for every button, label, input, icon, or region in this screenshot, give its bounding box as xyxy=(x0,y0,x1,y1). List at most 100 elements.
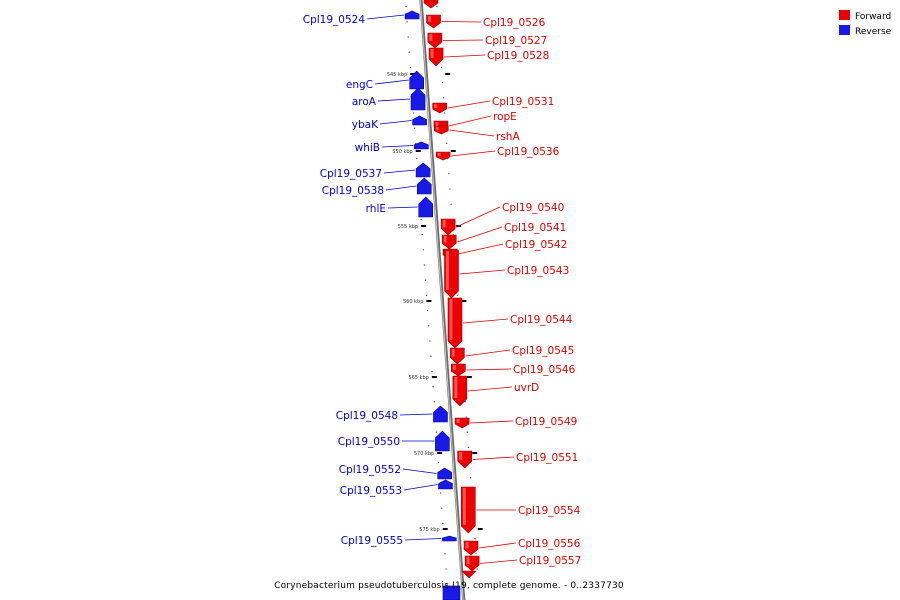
reverse-gene-leader xyxy=(379,120,412,125)
forward-gene-label[interactable]: Cpl19_0543 xyxy=(507,265,569,277)
forward-gene-label[interactable]: Cpl19_0557 xyxy=(519,555,581,567)
reverse-gene-label[interactable]: Cpl19_0538 xyxy=(322,185,384,197)
reverse-gene-label[interactable]: Cpl19_0555 xyxy=(341,535,403,547)
forward-gene-label[interactable]: Cpl19_0544 xyxy=(510,314,573,326)
reverse-gene-arrow[interactable] xyxy=(412,115,427,126)
kbp-tick-label: 555 kbp xyxy=(398,224,418,230)
reverse-gene-leader xyxy=(385,185,417,191)
kbp-tick-mark xyxy=(461,300,467,302)
reverse-gene-leader xyxy=(402,468,437,474)
reverse-gene-label[interactable]: ybaK xyxy=(352,119,379,131)
forward-gene-label[interactable]: Cpl19_0551 xyxy=(516,452,578,464)
forward-gene-label[interactable]: Cpl19_0527 xyxy=(485,35,547,47)
forward-gene-label[interactable]: Cpl19_0545 xyxy=(512,345,574,357)
kbp-tick-label: 570 kbp xyxy=(414,451,434,457)
forward-gene-label[interactable]: Cpl19_0542 xyxy=(505,239,567,251)
reverse-gene-arrow[interactable] xyxy=(410,87,426,111)
forward-gene-leader xyxy=(447,100,491,109)
forward-gene-label[interactable]: Cpl19_0540 xyxy=(502,202,564,214)
genome-axis xyxy=(419,0,466,600)
kbp-tick-label: 550 kbp xyxy=(392,149,412,155)
forward-gene-label[interactable]: Cpl19_0536 xyxy=(497,146,560,158)
forward-gene-label[interactable]: uvrD xyxy=(514,382,539,394)
reverse-gene-label[interactable]: aroA xyxy=(352,96,377,108)
forward-gene-leader xyxy=(457,243,504,255)
kbp-tick-label: 560 kbp xyxy=(403,299,423,305)
reverse-gene-label[interactable]: Cpl19_0524 xyxy=(303,14,366,26)
kbp-tick-label: 565 kbp xyxy=(408,375,428,381)
reverse-gene-label[interactable]: rhlE xyxy=(366,203,386,215)
forward-gene-label[interactable]: Cpl19_0556 xyxy=(518,538,581,550)
legend-reverse-label: Reverse xyxy=(855,27,892,37)
reverse-gene-arrow[interactable] xyxy=(437,467,453,480)
forward-gene-leader xyxy=(465,349,511,357)
forward-gene-label[interactable]: Cpl19_0546 xyxy=(513,364,576,376)
kbp-tick-mark xyxy=(445,73,451,75)
kbp-tick-mark xyxy=(466,376,472,378)
forward-gene-highlight xyxy=(434,104,438,108)
forward-gene-leader xyxy=(451,150,496,157)
reverse-gene-arrow[interactable] xyxy=(433,405,448,423)
reverse-gene-label[interactable]: Cpl19_0548 xyxy=(336,410,398,422)
reverse-gene-arrow[interactable] xyxy=(438,479,453,490)
reverse-gene-arrow[interactable] xyxy=(418,196,434,218)
forward-gene-highlight xyxy=(428,16,432,22)
reverse-gene-arrow[interactable] xyxy=(415,162,431,178)
forward-gene-highlight xyxy=(435,127,439,130)
forward-gene-highlight xyxy=(442,220,446,228)
reverse-gene-label[interactable]: Cpl19_0550 xyxy=(338,436,400,448)
kbp-tick-mark xyxy=(437,452,443,454)
reverse-gene-label[interactable]: Cpl19_0552 xyxy=(339,464,401,476)
reverse-gene-arrow[interactable] xyxy=(416,177,432,195)
forward-gene-label[interactable]: Cpl19_0528 xyxy=(487,50,549,62)
forward-gene-highlight xyxy=(459,452,463,461)
reverse-gene-arrow[interactable] xyxy=(409,70,424,90)
reverse-gene-leader xyxy=(383,169,416,174)
reverse-gene-leader xyxy=(404,538,442,541)
forward-gene-leader xyxy=(444,54,486,58)
forward-gene-label[interactable]: Cpl19_0554 xyxy=(518,505,581,517)
forward-gene-arrow[interactable] xyxy=(423,0,439,9)
reverse-gene-label[interactable]: engC xyxy=(346,79,373,91)
forward-gene-label[interactable]: ropE xyxy=(493,111,517,123)
forward-gene-label[interactable]: Cpl19_0526 xyxy=(483,17,546,29)
reverse-gene-leader xyxy=(374,79,409,85)
kbp-tick-mark xyxy=(421,225,427,227)
kbp-tick-mark xyxy=(442,528,448,530)
forward-gene-leader xyxy=(441,21,482,23)
reverse-gene-arrow[interactable] xyxy=(442,585,461,600)
kbp-tick-label: 575 kbp xyxy=(419,527,439,533)
reverse-gene-arrow[interactable] xyxy=(442,535,457,542)
reverse-gene-label[interactable]: whiB xyxy=(355,142,380,154)
forward-gene-highlight xyxy=(462,488,466,525)
forward-gene-leader xyxy=(455,206,501,228)
kbp-tick-mark xyxy=(431,376,437,378)
legend: Forward Reverse xyxy=(839,10,892,37)
forward-gene-leader xyxy=(457,226,503,243)
forward-gene-highlight xyxy=(465,542,469,549)
legend-forward-swatch xyxy=(839,10,850,20)
forward-gene-arrow[interactable] xyxy=(461,570,477,579)
reverse-gene-leader xyxy=(377,98,411,102)
forward-gene-leader xyxy=(480,559,518,564)
kbp-tick-label: 545 kbp xyxy=(387,72,407,78)
reverse-gene-arrow[interactable] xyxy=(435,430,450,452)
reverse-gene-label[interactable]: Cpl19_0537 xyxy=(320,168,382,180)
reverse-gene-arrow[interactable] xyxy=(414,141,429,150)
forward-gene-label[interactable]: Cpl19_0541 xyxy=(504,222,566,234)
reverse-gene-label[interactable]: Cpl19_0553 xyxy=(340,485,402,497)
forward-gene-leader xyxy=(449,129,495,137)
reverse-gene-leader xyxy=(399,413,433,416)
forward-gene-label[interactable]: Cpl19_0549 xyxy=(515,416,577,428)
forward-gene-label[interactable]: rshA xyxy=(496,131,520,143)
kbp-tick-mark xyxy=(472,452,478,454)
forward-gene-highlight xyxy=(452,365,456,371)
forward-gene-label[interactable]: Cpl19_0531 xyxy=(492,96,554,108)
genome-caption: Corynebacterium pseudotuberculosis I19, … xyxy=(274,581,624,591)
forward-gene-highlight xyxy=(446,251,450,290)
forward-gene-highlight xyxy=(454,377,458,398)
reverse-gene-arrow[interactable] xyxy=(404,10,420,20)
forward-gene-leader xyxy=(466,368,512,371)
kbp-tick-mark xyxy=(410,73,416,75)
